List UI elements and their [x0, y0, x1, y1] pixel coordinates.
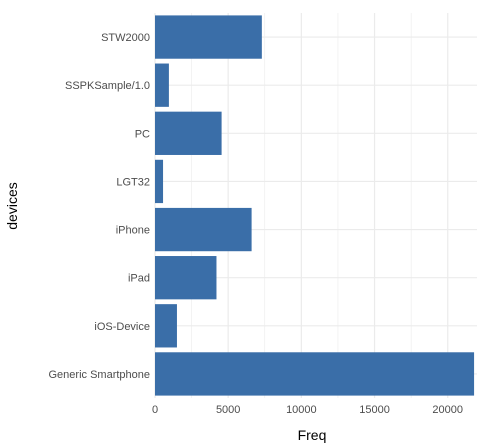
y-tick-label: SSPKSample/1.0: [65, 80, 150, 92]
bar: [155, 15, 262, 59]
bar: [155, 352, 475, 396]
x-tick-label: 5000: [216, 404, 240, 416]
y-axis-title: devices: [4, 182, 20, 229]
y-tick-label: STW2000: [101, 32, 150, 44]
bars: [155, 15, 475, 396]
y-tick-label: iOS-Device: [94, 321, 150, 333]
x-axis-title: Freq: [298, 427, 327, 443]
bar: [155, 207, 252, 252]
x-tick-label: 10000: [286, 404, 317, 416]
y-tick-label: PC: [135, 128, 150, 140]
bar: [155, 159, 164, 204]
x-tick-label: 20000: [432, 404, 463, 416]
bar: [155, 111, 222, 155]
x-tick-labels: 0 5000 10000 15000 20000: [152, 404, 463, 416]
x-tick-label: 15000: [359, 404, 390, 416]
y-tick-label: Generic Smartphone: [49, 369, 151, 381]
grid-lines: [154, 13, 477, 398]
x-tick-label: 0: [152, 404, 158, 416]
y-tick-label: iPhone: [116, 225, 150, 237]
y-tick-labels: STW2000 SSPKSample/1.0 PC LGT32 iPhone iPad iO…: [49, 32, 151, 381]
bar: [155, 304, 177, 348]
y-tick-label: LGT32: [116, 176, 150, 188]
y-tick-label: iPad: [128, 273, 150, 285]
bar: [155, 256, 217, 300]
bar: [155, 63, 169, 107]
